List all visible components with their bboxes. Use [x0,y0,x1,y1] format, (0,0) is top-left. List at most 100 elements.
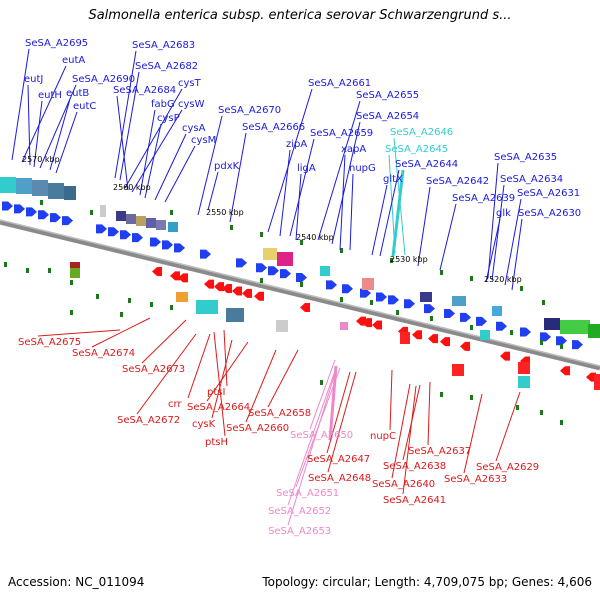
kbp-tick-label: 2550 kbp [206,208,244,217]
highlight-bar [328,365,338,441]
leader-line [119,71,140,181]
green-marker [120,312,123,317]
feature-block [168,222,178,232]
leader-line [116,95,129,191]
green-marker [470,325,473,330]
leader-line [141,319,187,364]
reverse-gene-arrow [412,330,422,340]
green-marker [230,225,233,230]
gene-label-top: SeSA_A2645 [385,144,448,155]
leader-line [11,48,30,161]
kbp-tick-label: 2530 kbp [390,255,428,264]
forward-gene-arrow [174,243,185,253]
forward-gene-arrow [360,288,371,298]
feature-block [400,332,410,344]
green-marker [396,310,399,315]
forward-gene-arrow [268,266,279,276]
gene-label-top: SeSA_A2684 [113,85,176,96]
feature-block [452,364,464,376]
green-marker [90,210,93,215]
gene-label-bottom: SeSA_A2637 [408,446,471,457]
label-leader-lines [11,48,523,526]
leader-line [295,173,302,241]
reverse-gene-arrow [300,303,310,312]
leader-line [326,371,351,454]
forward-gene-arrow [388,295,399,305]
gene-label-top: SeSA_A2690 [72,74,135,85]
gene-label-bottom: SeSA_A2641 [383,495,446,506]
gene-label-top: eutH [38,90,62,101]
leader-line [463,393,483,474]
gene-label-top: zipA [286,139,307,150]
gene-label-top: SeSA_A2631 [517,188,580,199]
green-marker [542,300,545,305]
feature-block [480,330,490,340]
leader-line [349,173,354,251]
reverse-gene-arrow [586,372,596,382]
gene-label-top: SeSA_A2635 [494,152,557,163]
gene-label-top: SeSA_A2639 [452,193,515,204]
leader-line [487,162,499,279]
gene-label-top: eutB [66,88,89,99]
genome-backbone [0,219,600,371]
gene-label-top: cysT [178,78,202,89]
forward-gene-arrow [424,304,435,314]
green-marker [70,280,73,285]
forward-gene-arrow [404,299,415,309]
gene-label-top: SeSA_A2634 [500,174,563,185]
feature-block [226,308,244,322]
feature-block [544,318,560,330]
map-title: Salmonella enterica subsp. enterica sero… [88,8,512,23]
feature-block [492,306,502,316]
forward-gene-arrow [26,207,37,217]
feature-block [156,220,166,230]
forward-gene-arrow [200,249,211,259]
gene-label-bottom: SeSA_A2675 [18,337,81,348]
gene-label-top: glk [496,208,511,219]
gene-label-top: SeSA_A2659 [310,128,373,139]
gene-label-top: SeSA_A2695 [25,38,88,49]
forward-gene-arrow [280,269,291,279]
gene-label-top: SeSA_A2682 [135,61,198,72]
gene-label-top: SeSA_A2666 [242,122,305,133]
feature-block [64,186,76,200]
gene-label-bottom: ptsI [207,387,225,398]
forward-gene-arrow [376,292,387,302]
leader-line [485,218,501,283]
feature-block [0,177,16,193]
leader-line [131,109,183,193]
feature-block [518,362,530,374]
green-marker [340,297,343,302]
gene-label-bottom: ptsH [205,437,228,448]
gene-label-bottom: SeSA_A2650 [290,430,353,441]
reverse-gene-arrow [214,282,224,292]
leader-line [289,138,315,237]
kbp-tick-label: 2570 kbp [22,155,60,164]
reverse-gene-arrow [560,366,570,376]
gene-label-bottom: crr [168,399,182,410]
leader-line [144,123,162,199]
gene-label-top: cysA [182,123,206,134]
green-marker [70,310,73,315]
feature-block [588,324,600,338]
feature-block [32,180,48,196]
green-marker [540,410,543,415]
green-marker [300,282,303,287]
feature-block [420,292,432,302]
leader-line [213,331,226,437]
leader-line [317,100,361,241]
reverse-gene-arrow [152,266,162,276]
green-marker [170,210,173,215]
gene-label-top: pdxK [214,161,240,172]
leader-line [33,100,43,168]
leader-line [371,184,388,256]
forward-gene-arrow [444,309,455,319]
forward-gene-arrow [556,336,567,346]
green-marker [48,268,51,273]
forward-gene-arrow [162,240,173,250]
forward-gene-arrow [476,316,487,326]
leader-line [37,329,121,337]
forward-gene-arrow [132,233,143,243]
leader-line [287,369,337,526]
green-marker [440,270,443,275]
